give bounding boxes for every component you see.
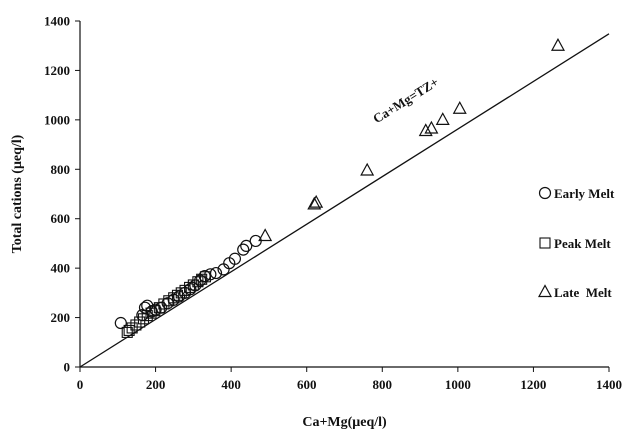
y-tick-label: 1000 bbox=[44, 112, 70, 127]
data-point-square bbox=[130, 319, 142, 331]
x-tick-label: 1400 bbox=[596, 377, 622, 392]
data-point-triangle bbox=[360, 162, 375, 176]
data-point-square bbox=[134, 316, 146, 328]
data-point-triangle bbox=[307, 196, 322, 210]
data-point-triangle bbox=[418, 123, 433, 137]
legend-marker-square bbox=[539, 237, 551, 249]
data-point-square bbox=[199, 271, 211, 283]
data-point-square bbox=[184, 281, 196, 293]
data-point-square bbox=[196, 273, 208, 285]
one-to-one-line bbox=[79, 33, 610, 368]
data-point-triangle bbox=[452, 100, 467, 114]
data-point-triangle bbox=[309, 194, 324, 208]
y-tick-label: 0 bbox=[64, 360, 71, 375]
reference-line-label: Ca+Mg=TZ+ bbox=[370, 74, 441, 126]
y-tick-label: 1400 bbox=[44, 14, 70, 29]
data-point-circle bbox=[240, 239, 253, 252]
y-tick-label: 1200 bbox=[44, 63, 70, 78]
x-tick-label: 1200 bbox=[520, 377, 546, 392]
y-tick-label: 600 bbox=[51, 211, 71, 226]
data-point-circle bbox=[114, 316, 127, 330]
data-point-triangle bbox=[424, 120, 439, 134]
legend-marker-triangle bbox=[537, 284, 553, 298]
data-point-triangle bbox=[550, 37, 565, 51]
legend-label: Late Melt bbox=[554, 285, 612, 300]
data-point-circle bbox=[237, 243, 250, 256]
y-tick-label: 200 bbox=[51, 310, 71, 325]
legend: Early Melt Peak Melt Late Melt bbox=[537, 186, 615, 300]
y-tick-label: 800 bbox=[51, 162, 71, 177]
x-tick-label: 600 bbox=[297, 377, 317, 392]
legend-label: Peak Melt bbox=[554, 236, 611, 251]
data-point-triangle bbox=[258, 228, 273, 242]
data-point-circle bbox=[228, 252, 242, 265]
data-points bbox=[114, 37, 565, 338]
x-tick-label: 800 bbox=[373, 377, 393, 392]
y-axis-title: Total cations (μeq/l) bbox=[10, 134, 25, 253]
y-tick-label: 400 bbox=[51, 261, 71, 276]
data-point-square bbox=[126, 322, 138, 334]
legend-label: Early Melt bbox=[554, 186, 615, 201]
x-tick-label: 200 bbox=[146, 377, 166, 392]
data-point-triangle bbox=[435, 112, 450, 125]
x-tick-label: 400 bbox=[221, 377, 241, 392]
legend-marker-circle bbox=[538, 186, 552, 200]
x-axis-title: Ca+Mg(μeq/l) bbox=[302, 415, 387, 430]
x-tick-label: 1000 bbox=[445, 377, 471, 392]
x-tick-label: 0 bbox=[77, 377, 84, 392]
reference-line bbox=[79, 33, 610, 368]
data-point-square bbox=[137, 313, 150, 325]
axes: 0 200 400 600 800 1000 1200 1400 0 200 400 600 800 10… bbox=[44, 14, 622, 393]
